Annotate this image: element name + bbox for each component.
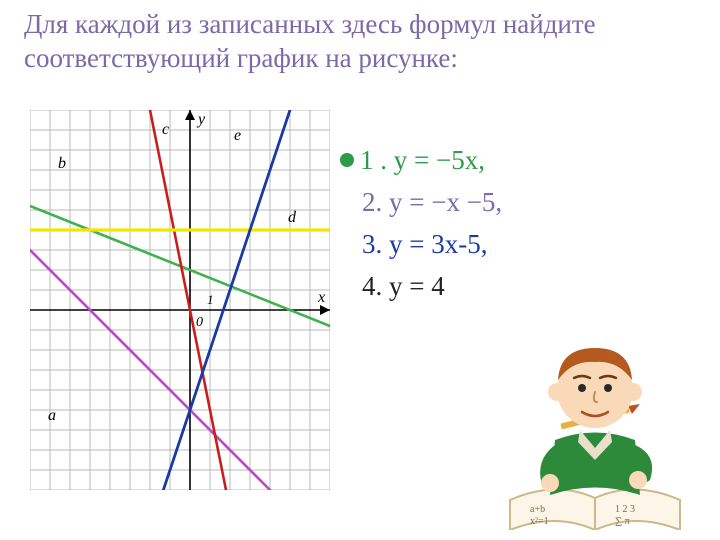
svg-text:y: y — [196, 111, 206, 128]
formula-1-text: 1 . у = −5х, — [360, 145, 485, 175]
svg-text:1 2 3: 1 2 3 — [615, 504, 635, 515]
svg-text:c: c — [162, 121, 169, 138]
formula-3-text: 3. у = 3х-5, — [362, 229, 487, 259]
svg-text:e: e — [234, 127, 241, 144]
svg-text:0: 0 — [196, 315, 203, 330]
formula-4-text: 4. у = 4 — [362, 271, 445, 301]
formula-list: 1 . у = −5х, 2. у = −х −5, 3. у = 3х-5, … — [340, 140, 502, 307]
formula-2: 2. у = −х −5, — [362, 182, 502, 224]
student-illustration: a+bx²=1 1 2 3∑ π — [500, 330, 690, 530]
bullet-icon — [340, 153, 354, 167]
formula-4: 4. у = 4 — [362, 266, 502, 308]
coordinate-chart: x y 01 a b c d e — [30, 110, 330, 490]
svg-text:∑ π: ∑ π — [615, 516, 630, 527]
formula-2-text: 2. у = −х −5, — [362, 187, 502, 217]
svg-text:a+b: a+b — [530, 504, 545, 515]
page-title: Для каждой из записанных здесь формул на… — [24, 8, 696, 76]
svg-text:1: 1 — [207, 292, 214, 307]
svg-text:x²=1: x²=1 — [530, 516, 549, 527]
svg-text:a: a — [48, 407, 56, 424]
formula-3: 3. у = 3х-5, — [362, 224, 502, 266]
svg-text:b: b — [58, 155, 66, 172]
svg-text:x: x — [317, 289, 325, 306]
formula-1: 1 . у = −5х, — [340, 140, 502, 182]
svg-text:d: d — [288, 209, 297, 226]
